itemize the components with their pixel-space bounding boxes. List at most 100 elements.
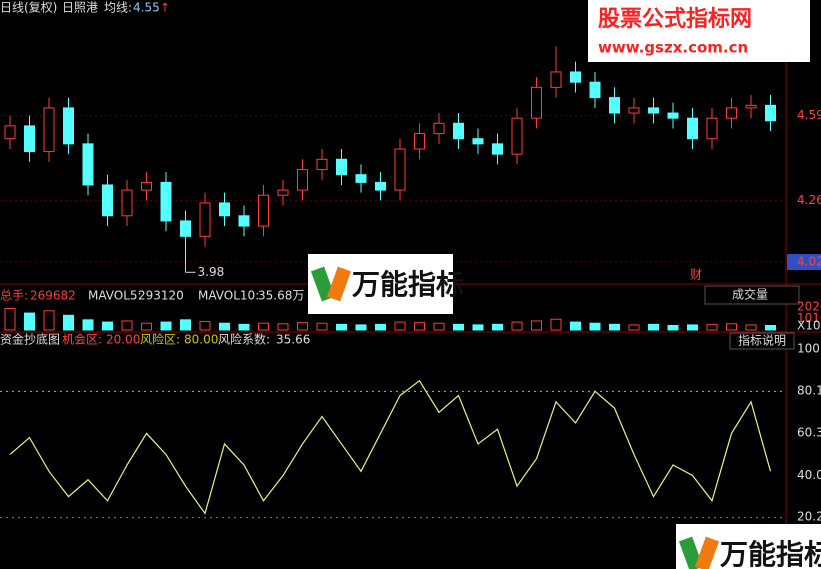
- volume-bar: [43, 310, 55, 331]
- volume-bar: [745, 324, 757, 331]
- volume-bar: [336, 323, 347, 331]
- volume-bar: [82, 319, 94, 331]
- volume-bar: [667, 324, 679, 331]
- stock-name: 日照港: [62, 1, 98, 15]
- mavol5-label: MAVOL5:: [88, 289, 142, 303]
- candle-body: [199, 202, 211, 237]
- reference-value: 20.00: [106, 333, 140, 347]
- candle-body: [375, 181, 386, 191]
- candle-body: [667, 112, 679, 119]
- volume-bar: [160, 321, 172, 331]
- mavol10-value: 35.68万: [258, 289, 304, 303]
- volume-bar: [531, 320, 542, 331]
- candle-body: [453, 122, 464, 140]
- volume-bar: [297, 322, 308, 331]
- y-tick-label: 40.0: [797, 468, 821, 482]
- mavol10-label: MAVOL10:: [198, 289, 259, 303]
- volume-bar: [433, 322, 445, 331]
- candle-body: [628, 107, 640, 114]
- volume-bar: [453, 323, 464, 331]
- volume-bar: [570, 321, 581, 331]
- mavol5-value: 293120: [138, 289, 184, 303]
- volume-bar: [375, 323, 386, 331]
- volume-bar: [355, 324, 367, 331]
- brand-text: 万能指标: [352, 268, 464, 301]
- volume-bar: [4, 308, 16, 331]
- brand-text: 万能指标: [720, 538, 821, 569]
- candle-body: [180, 220, 191, 237]
- candle-body: [4, 125, 16, 140]
- help-button-text[interactable]: 指标说明: [738, 333, 786, 348]
- watermark-url: www.gszx.com.cn: [598, 39, 748, 57]
- candle-body: [316, 158, 328, 171]
- help-button[interactable]: [729, 332, 795, 350]
- volume-bar: [550, 318, 562, 331]
- volume-bar: [258, 322, 269, 331]
- brand-logo-b: [694, 536, 720, 569]
- volume-bar: [492, 323, 503, 331]
- indicator-line: [9, 379, 772, 515]
- vol-value: 269682: [30, 289, 76, 303]
- candle-body: [63, 107, 74, 145]
- y-tick-label: 4.26: [797, 193, 821, 207]
- y-tick-label: 2020: [797, 300, 821, 314]
- volume-bar: [648, 323, 659, 331]
- candle-body: [531, 86, 542, 119]
- y-tick-label: 4.02: [797, 255, 821, 269]
- annotation: 3.98: [198, 265, 225, 279]
- volume-bar: [472, 324, 484, 331]
- candle-body: [433, 122, 445, 135]
- candle-body: [141, 181, 152, 191]
- volume-bar: [628, 324, 640, 331]
- candle-body: [24, 125, 35, 153]
- y-tick-label: 80.1: [797, 384, 821, 398]
- unit-label: X100: [797, 319, 821, 333]
- candle-body: [570, 71, 581, 83]
- volume-bar: [219, 322, 230, 331]
- candle-body: [648, 107, 659, 114]
- volume-button[interactable]: [704, 285, 800, 305]
- reference-name: 风险区:: [140, 332, 180, 347]
- candle-body: [765, 104, 776, 122]
- volume-bar: [141, 322, 152, 331]
- candle-body: [511, 117, 523, 155]
- watermark-title: 股票公式指标网: [598, 6, 752, 32]
- volume-bar: [765, 324, 776, 331]
- vol-label: 总手:: [0, 289, 28, 303]
- candle-body: [414, 133, 425, 150]
- volume-bar: [24, 312, 35, 331]
- candle-body: [82, 143, 94, 186]
- candle-body: [297, 169, 308, 191]
- candle-body: [355, 174, 367, 183]
- ma-label: 均线:: [104, 1, 132, 15]
- watermark-box: [588, 0, 810, 62]
- candle-body: [336, 158, 347, 176]
- y-tick-label: 100.0: [797, 342, 821, 356]
- y-tick-label: 60.3: [797, 425, 821, 439]
- candle-body: [102, 184, 113, 217]
- candle-body: [219, 202, 230, 217]
- volume-bar: [102, 321, 113, 331]
- candle-body: [160, 181, 172, 222]
- tick-highlight: [787, 254, 821, 271]
- candle-body: [706, 117, 718, 140]
- y-tick-label: 20.2: [797, 510, 821, 524]
- volume-bar: [63, 314, 74, 331]
- candle-body: [745, 104, 757, 109]
- y-tick-label: 4.59: [797, 108, 821, 122]
- candle-body: [121, 189, 133, 217]
- coef-value: 35.66: [276, 333, 310, 347]
- reference-name: 机会区:: [62, 333, 102, 347]
- reference-value: 80.00: [184, 333, 218, 347]
- marker: 财: [690, 268, 702, 282]
- indicator-name: 资金抄底图: [0, 332, 60, 347]
- volume-bar: [316, 322, 328, 331]
- ma-value: 4.55: [133, 1, 160, 15]
- volume-bar: [511, 321, 523, 331]
- volume-bar: [238, 323, 250, 331]
- candle-body: [472, 138, 484, 145]
- volume-button-text[interactable]: 成交量: [732, 287, 768, 302]
- candle-body: [43, 107, 55, 153]
- volume-bar: [121, 320, 133, 331]
